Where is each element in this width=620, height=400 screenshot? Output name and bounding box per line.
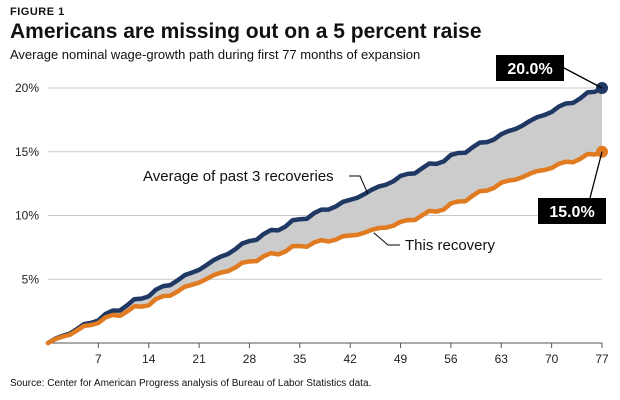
- x-tick-label-77: 77: [595, 352, 609, 366]
- x-tick-label-14: 14: [142, 352, 156, 366]
- annotation-leader-past-recoveries: [349, 175, 369, 194]
- y-tick-label-5: 5%: [22, 272, 40, 286]
- callout-label-0: 20.0%: [507, 61, 552, 78]
- chart-subtitle: Average nominal wage-growth path during …: [10, 47, 421, 62]
- gap-shading: [48, 88, 602, 343]
- annotation-leader-this-recovery: [373, 232, 400, 246]
- callout-box-0: [496, 55, 564, 81]
- annotation-this-recovery: This recovery: [405, 237, 496, 254]
- chart-title: Americans are missing out on a 5 percent…: [10, 20, 482, 43]
- tick-labels: 5% 10% 15% 20% 7 14 21 28 35 42 49 56 63 70 77: [15, 81, 609, 366]
- series-line-this-recovery: [45, 149, 605, 346]
- callout-label-1: 15.0%: [549, 204, 594, 221]
- annotation-past-recoveries: Average of past 3 recoveries: [143, 168, 334, 185]
- figure-label: FIGURE 1: [10, 6, 65, 18]
- y-tick-label-15: 15%: [15, 145, 39, 159]
- x-tick-label-49: 49: [394, 352, 408, 366]
- x-tick-label-70: 70: [545, 352, 559, 366]
- y-tick-label-10: 10%: [15, 209, 39, 223]
- callout-leader-1: [589, 151, 603, 199]
- annotations: 20.0% 15.0% Average of past 3 recoveries Th…: [143, 55, 606, 254]
- axes: [48, 342, 603, 348]
- x-tick-label-7: 7: [95, 352, 102, 366]
- x-tick-label-56: 56: [444, 352, 458, 366]
- y-tick-label-20: 20%: [15, 81, 39, 95]
- series-line-past-recoveries: [45, 85, 605, 346]
- x-tick-label-35: 35: [293, 352, 307, 366]
- x-tick-label-28: 28: [243, 352, 257, 366]
- callout-box-1: [538, 198, 606, 224]
- source-note: Source: Center for American Progress ana…: [10, 378, 372, 389]
- series-lines: [45, 82, 608, 346]
- callout-leader-0: [563, 67, 603, 89]
- x-tick-label-42: 42: [344, 352, 358, 366]
- x-tick-label-21: 21: [192, 352, 206, 366]
- x-tick-label-63: 63: [495, 352, 509, 366]
